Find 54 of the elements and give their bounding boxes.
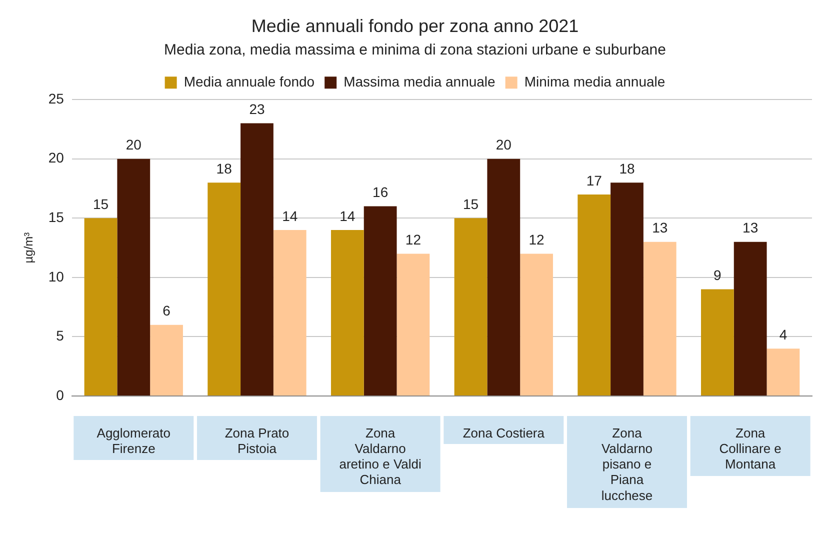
bar [520,254,553,396]
bar [84,218,118,396]
data-label: 15 [462,196,479,212]
data-label: 14 [282,208,298,224]
bar [396,254,430,396]
y-tick-label: 0 [56,386,64,403]
x-tick-label: Zona Prato Pistoia [224,425,290,456]
x-tick-label: Zona Valdarno aretino e Valdi Chiana [339,425,422,488]
data-label: 12 [405,232,422,248]
bar [208,182,241,396]
data-label: 23 [249,101,265,118]
bar [487,158,520,396]
bar [578,194,611,396]
y-tick-label: 5 [56,328,64,344]
data-label: 18 [216,160,232,176]
x-tick-label: Zona Collinare e Montana [719,425,782,472]
bar [610,182,644,396]
bar [454,218,488,396]
bar [240,123,274,396]
data-label: 16 [372,184,388,200]
chart-subtitle: Media zona, media massima e minima di zona stazioni urbane e suburbane [164,42,666,59]
chart-title: Medie annuali fondo per zona anno 2021 [251,16,579,36]
bar [766,348,800,396]
data-label: 13 [742,220,758,236]
data-label: 20 [496,136,512,153]
bar [117,158,150,396]
data-label: 17 [586,172,602,188]
bar [364,206,397,396]
data-label: 9 [714,267,722,284]
bar [700,289,734,396]
data-label: 20 [126,136,142,153]
y-tick-label: 20 [48,150,64,166]
bar [273,230,306,396]
data-label: 14 [340,208,356,224]
bar [734,242,767,396]
y-axis-title: µg/m³ [22,232,36,264]
data-label: 4 [779,326,788,342]
legend-label: Minima media annuale [524,73,666,90]
x-tick-label: Zona Costiera [462,425,546,440]
x-tick-label: Zona Valdarno pisano e Piana lucchese [601,425,653,503]
legend-label: Media annuale fondo [184,73,315,90]
y-tick-label: 10 [48,268,64,284]
bar [150,324,183,396]
data-label: 15 [92,196,109,212]
data-label: 6 [162,302,171,319]
legend-label: Massima media annuale [344,73,496,90]
bar [330,230,364,396]
data-label: 13 [652,220,668,236]
bar [643,242,676,396]
y-tick-label: 15 [48,209,64,226]
data-label: 12 [528,232,545,248]
data-label: 18 [619,160,635,176]
x-tick-label: Agglomerato Firenze [96,425,170,456]
y-tick-label: 25 [48,90,64,106]
